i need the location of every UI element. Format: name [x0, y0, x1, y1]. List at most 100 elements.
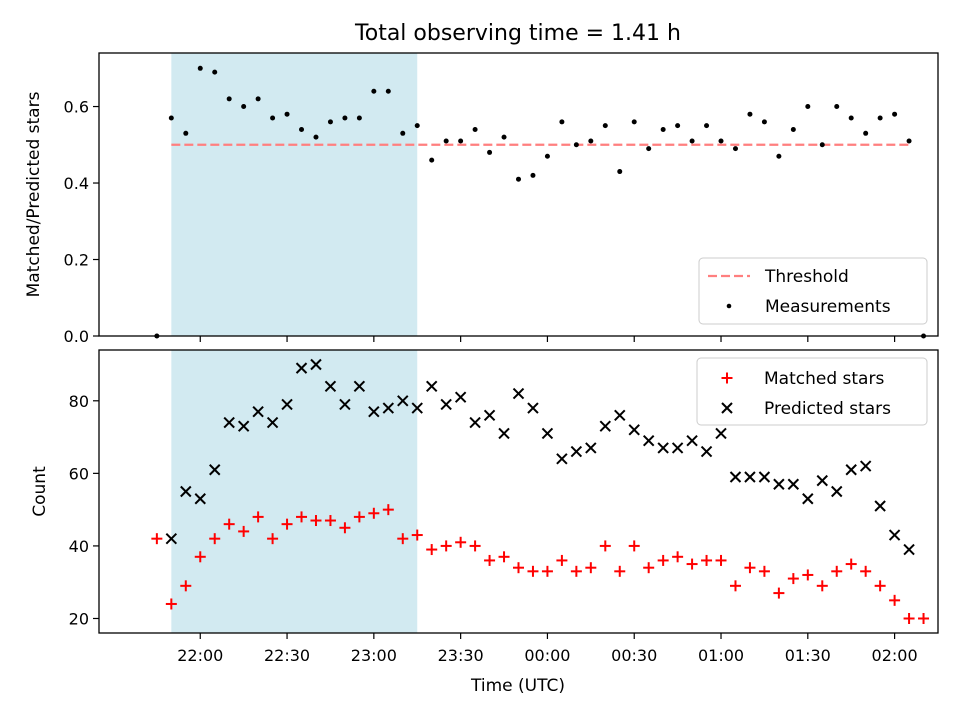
measurement-point	[646, 146, 652, 152]
measurement-point	[704, 123, 710, 129]
marker-stroke	[628, 424, 640, 436]
matched-star-point	[614, 565, 626, 577]
matched-star-point	[223, 518, 235, 530]
bottom-shaded-interval	[171, 350, 418, 633]
measurement-point	[863, 130, 869, 136]
matched-star-point	[310, 515, 322, 527]
bottom-y-tick-label: 20	[69, 609, 89, 628]
matched-star-point	[368, 507, 380, 519]
top-y-tick-label: 0.2	[64, 251, 89, 270]
measurement-point	[371, 88, 377, 94]
marker-stroke	[512, 387, 525, 400]
predicted-star-point	[527, 402, 539, 414]
top-y-axis-label: Matched/Predicted stars	[24, 91, 44, 297]
marker-stroke	[744, 471, 756, 483]
measurement-point	[414, 123, 420, 129]
predicted-star-point	[874, 500, 886, 512]
marker-stroke	[209, 464, 221, 476]
predicted-star-point	[888, 529, 901, 541]
measurement-point	[718, 138, 724, 144]
top-panel: 0.0 0.2 0.4 0.6 Matched/Predicted stars Thr…	[24, 52, 939, 346]
marker-stroke	[425, 380, 438, 392]
matched-star-point	[758, 565, 770, 577]
measurement-point	[602, 123, 608, 129]
matched-star-points	[151, 504, 930, 624]
marker-stroke	[165, 532, 178, 545]
predicted-star-point	[454, 391, 467, 403]
bottom-axes-frame	[98, 349, 939, 634]
legend-measurement-label: Measurements	[765, 297, 891, 317]
marker-stroke	[281, 398, 293, 411]
matched-star-point	[440, 540, 452, 552]
matched-star-point	[787, 573, 799, 585]
measurement-point	[400, 130, 406, 136]
matched-star-point	[802, 569, 814, 581]
measurement-point	[429, 157, 435, 163]
measurement-point	[327, 119, 333, 125]
measurement-point	[516, 176, 521, 182]
marker-stroke	[816, 474, 828, 487]
measurement-point	[834, 104, 840, 110]
matched-star-point	[845, 558, 857, 570]
x-tick-label: 01:30	[785, 646, 831, 665]
marker-stroke	[295, 362, 308, 374]
marker-stroke	[252, 405, 264, 418]
matched-star-point	[469, 540, 481, 552]
matched-star-point	[585, 562, 597, 574]
measurement-point	[168, 115, 174, 121]
predicted-star-point	[237, 420, 250, 432]
predicted-star-point	[411, 402, 423, 414]
top-y-tick-label: 0.4	[64, 174, 89, 193]
predicted-star-point	[628, 424, 640, 436]
measurement-point	[284, 111, 290, 117]
marker-stroke	[802, 493, 814, 505]
marker-stroke	[614, 409, 626, 422]
x-tick-label: 00:00	[524, 646, 570, 665]
matched-star-point	[672, 551, 684, 563]
measurement-point	[732, 146, 738, 152]
predicted-star-point	[425, 380, 438, 392]
marker-stroke	[353, 380, 366, 392]
predicted-star-point	[397, 395, 409, 407]
matched-star-point	[816, 580, 828, 592]
matched-star-point	[180, 580, 192, 592]
legend-threshold-label: Threshold	[764, 267, 849, 287]
matched-star-point	[570, 565, 582, 577]
predicted-star-point	[483, 409, 496, 422]
measurement-point	[747, 111, 753, 117]
predicted-star-point	[773, 478, 785, 490]
predicted-star-point	[281, 398, 293, 411]
matched-star-point	[151, 533, 163, 545]
predicted-star-point	[903, 543, 915, 556]
matched-star-point	[165, 598, 177, 610]
matched-star-point	[498, 551, 510, 563]
measurement-point	[689, 138, 695, 144]
top-y-ticks: 0.0 0.2 0.4 0.6	[64, 98, 99, 346]
matched-star-point	[874, 580, 886, 592]
matched-star-point	[686, 558, 698, 570]
matched-star-point	[281, 518, 293, 530]
x-axis-label: Time (UTC)	[470, 676, 565, 696]
marker-stroke	[671, 442, 684, 454]
marker-stroke	[266, 416, 279, 429]
predicted-star-point	[498, 427, 510, 440]
bottom-y-axis-label: Count	[30, 466, 50, 517]
marker-stroke	[859, 460, 872, 472]
measurement-point	[573, 142, 579, 148]
matched-star-point	[484, 554, 496, 566]
matched-star-point	[238, 525, 250, 537]
predicted-star-point	[165, 532, 178, 545]
marker-stroke	[397, 395, 409, 407]
matched-star-point	[657, 554, 669, 566]
top-y-tick-label: 0.6	[64, 98, 89, 117]
marker-stroke	[874, 500, 886, 512]
x-tick-label: 00:30	[611, 646, 657, 665]
marker-stroke	[599, 420, 612, 432]
predicted-star-point	[671, 442, 684, 454]
predicted-star-point	[310, 358, 322, 371]
matched-star-point	[860, 565, 872, 577]
measurement-point	[877, 115, 883, 121]
predicted-star-point	[180, 485, 192, 498]
measurement-point	[530, 172, 536, 178]
predicted-star-point	[614, 409, 626, 422]
